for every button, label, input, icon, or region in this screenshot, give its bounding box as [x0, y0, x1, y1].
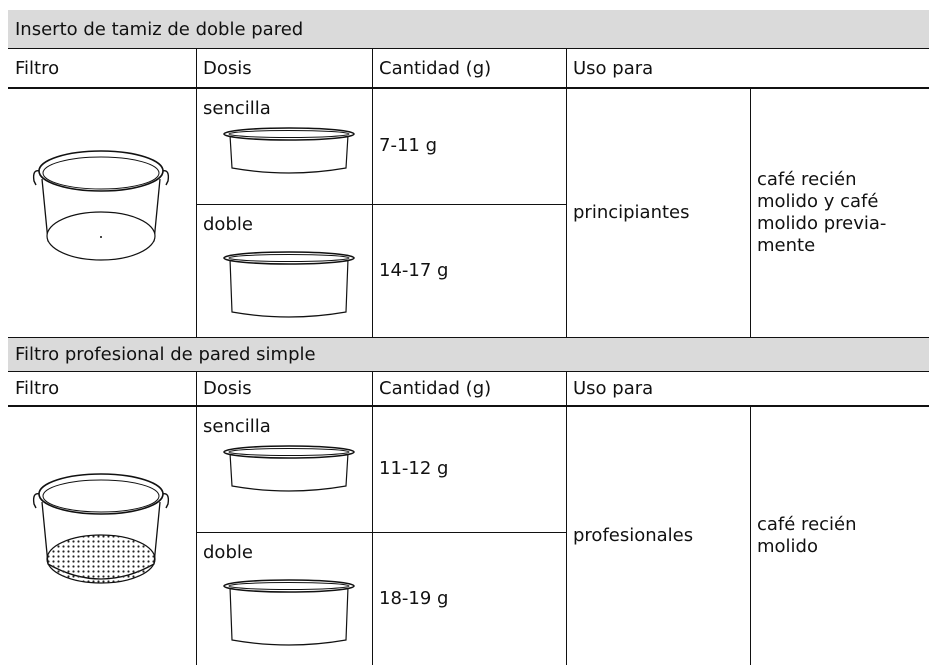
basket-icon: [223, 251, 355, 318]
use-line: mente: [757, 235, 816, 256]
use-line: molido: [757, 535, 818, 557]
rule: [8, 87, 929, 89]
rule: [566, 372, 567, 665]
rule: [566, 49, 567, 338]
rule: [372, 49, 373, 338]
rule: [196, 372, 197, 665]
dose: doble: [203, 214, 253, 235]
filter-icon: [32, 150, 170, 261]
use-line: molido previa-: [757, 213, 887, 234]
column-header: Uso para: [573, 378, 654, 399]
basket-icon: [223, 445, 355, 492]
section-title: Filtro profesional de pared simple: [15, 344, 316, 365]
basket-icon: [223, 127, 355, 174]
dose: sencilla: [203, 98, 271, 119]
filter-icon: [32, 472, 170, 584]
rule: [750, 406, 751, 665]
amount: 11-12 g: [379, 458, 449, 479]
rule: [8, 337, 929, 338]
column-header: Cantidad (g): [379, 57, 492, 79]
rule: [8, 405, 929, 407]
rule: [8, 371, 929, 372]
column-header: Dosis: [203, 57, 252, 79]
dose: sencilla: [203, 416, 271, 437]
use-line: café recién: [757, 169, 857, 190]
amount: 7-11 g: [379, 135, 437, 156]
section-band: [8, 338, 929, 372]
rule: [750, 88, 751, 338]
section-band: [8, 10, 929, 49]
section-title: Inserto de tamiz de doble pared: [15, 18, 304, 40]
rule: [196, 204, 566, 205]
column-header: Filtro: [15, 378, 60, 399]
rule: [8, 48, 929, 49]
amount: 18-19 g: [379, 587, 449, 609]
rule: [372, 372, 373, 665]
user-group: profesionales: [573, 524, 694, 546]
amount: 14-17 g: [379, 260, 449, 281]
basket-icon: [223, 579, 355, 646]
column-header: Uso para: [573, 57, 654, 79]
column-header: Filtro: [15, 57, 60, 79]
user-group: principiantes: [573, 202, 690, 223]
use-line: café recién: [757, 513, 857, 535]
column-header: Cantidad (g): [379, 378, 492, 399]
rule: [196, 532, 566, 533]
dose: doble: [203, 542, 253, 563]
rule: [196, 49, 197, 338]
use-line: molido y café: [757, 191, 879, 212]
column-header: Dosis: [203, 378, 252, 399]
